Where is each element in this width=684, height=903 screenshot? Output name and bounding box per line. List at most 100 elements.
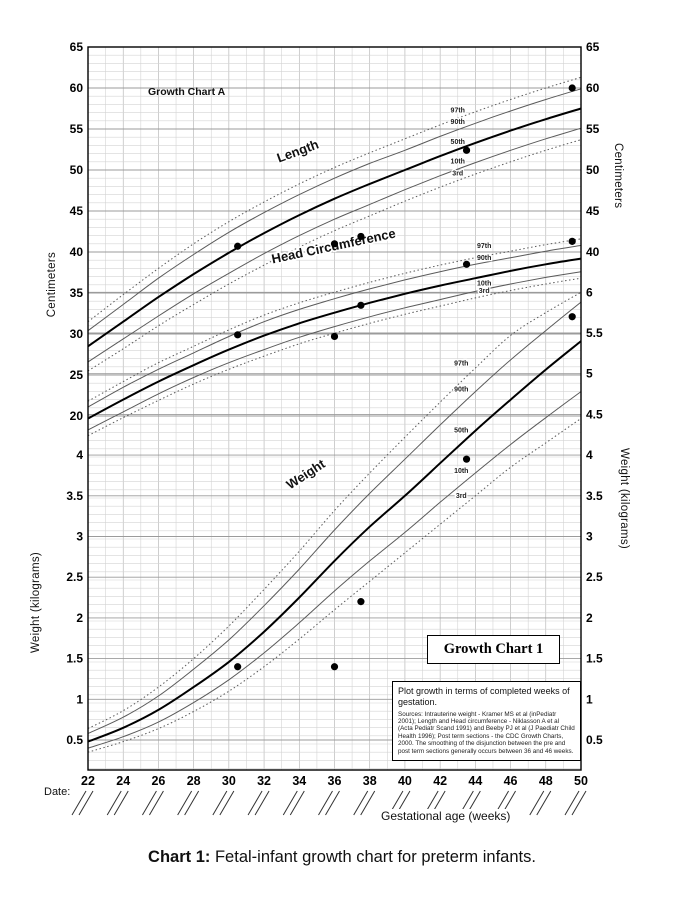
head-circumference-50th-curve: [87, 257, 582, 420]
right-axis-cm-label: Centimeters: [612, 143, 624, 209]
patient-point: [234, 331, 242, 339]
svg-text:50: 50: [574, 774, 588, 788]
svg-text:90th: 90th: [454, 387, 468, 394]
svg-text:44: 44: [468, 774, 482, 788]
patient-point: [234, 663, 242, 671]
svg-text:32: 32: [257, 774, 271, 788]
svg-text:50th: 50th: [454, 427, 468, 434]
svg-text:50: 50: [586, 163, 600, 177]
svg-text:38: 38: [363, 774, 377, 788]
svg-text:Weight: Weight: [283, 456, 328, 492]
svg-text:10th: 10th: [477, 281, 491, 288]
figure-caption: Chart 1: Fetal-infant growth chart for p…: [0, 848, 684, 867]
svg-text:25: 25: [70, 368, 84, 382]
svg-text:34: 34: [292, 774, 306, 788]
left-axis-kg-label: Weight (kilograms): [30, 552, 42, 654]
svg-text:40: 40: [70, 245, 84, 259]
svg-text:1.5: 1.5: [586, 652, 603, 666]
sources-text: Sources: Intrauterine weight - Kramer MS…: [398, 710, 575, 755]
svg-text:22: 22: [81, 774, 95, 788]
plot-border: [87, 46, 582, 771]
svg-text:1: 1: [586, 692, 593, 706]
figure-caption-text: Fetal-infant growth chart for preterm in…: [210, 848, 536, 866]
svg-text:24: 24: [116, 774, 130, 788]
length-10th-curve: [87, 127, 582, 363]
patient-point: [462, 455, 471, 463]
x-axis-title: Gestational age (weeks): [378, 809, 514, 823]
svg-text:0.5: 0.5: [66, 733, 83, 747]
patient-point: [330, 240, 339, 248]
patient-point: [568, 237, 576, 245]
length-97th-curve: [87, 76, 582, 323]
patient-point: [357, 232, 365, 241]
weight-10th-curve: [87, 391, 582, 749]
svg-text:3.5: 3.5: [586, 489, 603, 503]
instructions-text: Plot growth in terms of completed weeks …: [398, 686, 570, 707]
svg-text:60: 60: [70, 81, 84, 95]
svg-text:35: 35: [70, 286, 84, 300]
head-circumference-97th-curve: [87, 238, 582, 402]
curve-labels: 97th90th50th10th3rdLength97th90th10th3rd…: [268, 106, 492, 501]
svg-text:6: 6: [586, 285, 593, 299]
svg-text:40: 40: [398, 774, 412, 788]
svg-text:40: 40: [586, 245, 600, 259]
svg-text:10th: 10th: [451, 158, 465, 165]
svg-text:28: 28: [187, 774, 201, 788]
svg-text:5: 5: [586, 367, 593, 381]
instructions-box: Plot growth in terms of completed weeks …: [392, 681, 581, 761]
svg-text:46: 46: [504, 774, 518, 788]
svg-text:45: 45: [586, 204, 600, 218]
weight-90th-curve: [87, 301, 582, 734]
svg-text:5.5: 5.5: [586, 326, 603, 340]
patient-point: [568, 313, 576, 321]
patient-point: [568, 84, 576, 92]
svg-text:1.5: 1.5: [66, 652, 83, 666]
chart-inner-title: Growth Chart A: [148, 86, 226, 98]
patient-point: [462, 146, 471, 154]
svg-text:50th: 50th: [451, 139, 465, 146]
svg-text:36: 36: [328, 774, 342, 788]
patient-point: [330, 663, 339, 671]
svg-text:10th: 10th: [454, 468, 468, 475]
svg-text:26: 26: [151, 774, 165, 788]
svg-text:30: 30: [70, 327, 84, 341]
length-50th-curve: [87, 107, 582, 348]
svg-text:97th: 97th: [451, 108, 465, 115]
svg-text:2: 2: [76, 611, 83, 625]
head-circumference-90th-curve: [87, 244, 582, 408]
svg-text:4: 4: [586, 448, 593, 462]
svg-text:65: 65: [586, 40, 600, 54]
svg-text:42: 42: [433, 774, 447, 788]
svg-text:97th: 97th: [454, 361, 468, 368]
patient-point: [357, 598, 365, 606]
svg-text:2: 2: [586, 611, 593, 625]
svg-text:3rd: 3rd: [452, 171, 463, 178]
inset-chart-number: Growth Chart 1: [443, 641, 544, 657]
svg-text:3.5: 3.5: [66, 489, 83, 503]
svg-text:97th: 97th: [477, 243, 491, 250]
svg-text:2.5: 2.5: [66, 570, 83, 584]
svg-text:48: 48: [539, 774, 553, 788]
percentile-curves: [87, 76, 582, 753]
svg-text:20: 20: [70, 409, 84, 423]
right-axis-kg-label: Weight (kilograms): [618, 448, 630, 550]
svg-text:60: 60: [586, 81, 600, 95]
svg-text:2.5: 2.5: [586, 570, 603, 584]
svg-text:90th: 90th: [451, 119, 465, 126]
weight-3rd-curve: [87, 418, 582, 753]
figure-caption-label: Chart 1:: [148, 848, 211, 866]
left-axis-cm-label: Centimeters: [46, 252, 58, 318]
patient-point: [357, 301, 365, 309]
patient-point: [234, 242, 242, 250]
svg-text:55: 55: [70, 122, 84, 136]
patient-point: [330, 332, 339, 341]
svg-text:0.5: 0.5: [586, 733, 603, 747]
patient-point: [462, 260, 471, 268]
svg-text:4.5: 4.5: [586, 407, 603, 421]
svg-text:3: 3: [76, 530, 83, 544]
svg-text:65: 65: [70, 40, 84, 54]
weight-50th-curve: [87, 340, 582, 743]
date-row-label: Date:: [44, 786, 71, 798]
svg-text:45: 45: [70, 204, 84, 218]
